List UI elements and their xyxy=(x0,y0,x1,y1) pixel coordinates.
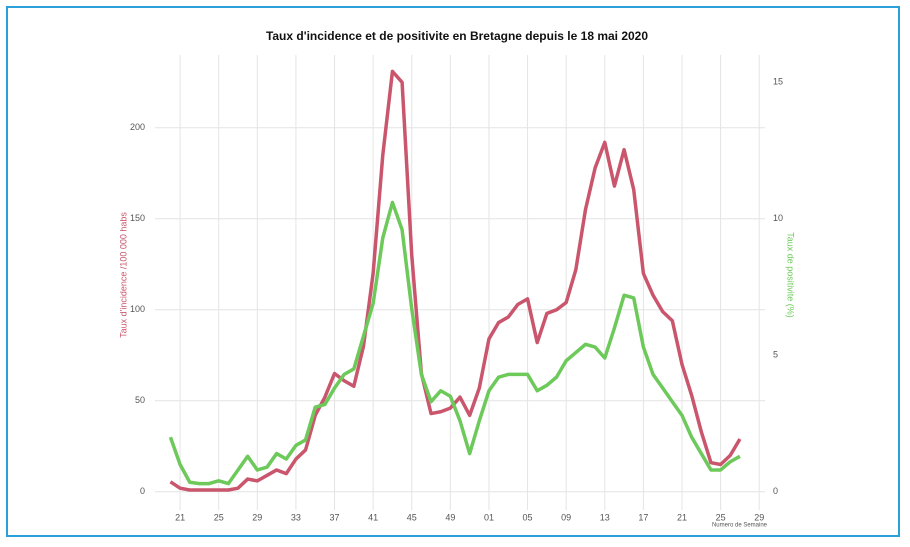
x-tick-label: 37 xyxy=(330,512,340,522)
frame xyxy=(6,6,900,537)
x-tick-label: 17 xyxy=(638,512,648,522)
x-tick-label: 25 xyxy=(716,512,726,522)
x-tick-label: 49 xyxy=(445,512,455,522)
y-tick-label: 0 xyxy=(140,486,145,496)
y2-tick-label: 5 xyxy=(773,350,778,360)
x-tick-label: 05 xyxy=(523,512,533,522)
line-series xyxy=(168,200,741,486)
x-tick-label: 09 xyxy=(561,512,571,522)
x-tick-label: 45 xyxy=(407,512,417,522)
y-tick-label: 200 xyxy=(130,122,145,132)
x-axis-label: Numero de Semaine xyxy=(712,523,768,529)
x-tick-label: 21 xyxy=(677,512,687,522)
y-tick-label: 150 xyxy=(130,213,145,223)
y2-tick-label: 15 xyxy=(773,77,783,87)
y-tick-label: 100 xyxy=(130,304,145,314)
y2-axis-label: Taux de positivite (%) xyxy=(786,232,796,318)
y2-tick-label: 10 xyxy=(773,213,783,223)
x-tick-label: 13 xyxy=(600,512,610,522)
x-tick-label: 29 xyxy=(252,512,262,522)
y-tick-label: 50 xyxy=(135,395,145,405)
x-tick-label: 41 xyxy=(368,512,378,522)
chart-title: Taux d'incidence et de positivite en Bre… xyxy=(266,29,648,43)
y-axis-label: Taux d'incidence /100 000 habs xyxy=(118,212,128,338)
x-tick-label: 33 xyxy=(291,512,301,522)
x-tick-label: 01 xyxy=(484,512,494,522)
x-tick-label: 21 xyxy=(175,512,185,522)
x-tick-label: 25 xyxy=(214,512,224,522)
line-series xyxy=(169,69,742,492)
y2-tick-label: 0 xyxy=(773,486,778,496)
x-tick-label: 29 xyxy=(754,512,764,522)
